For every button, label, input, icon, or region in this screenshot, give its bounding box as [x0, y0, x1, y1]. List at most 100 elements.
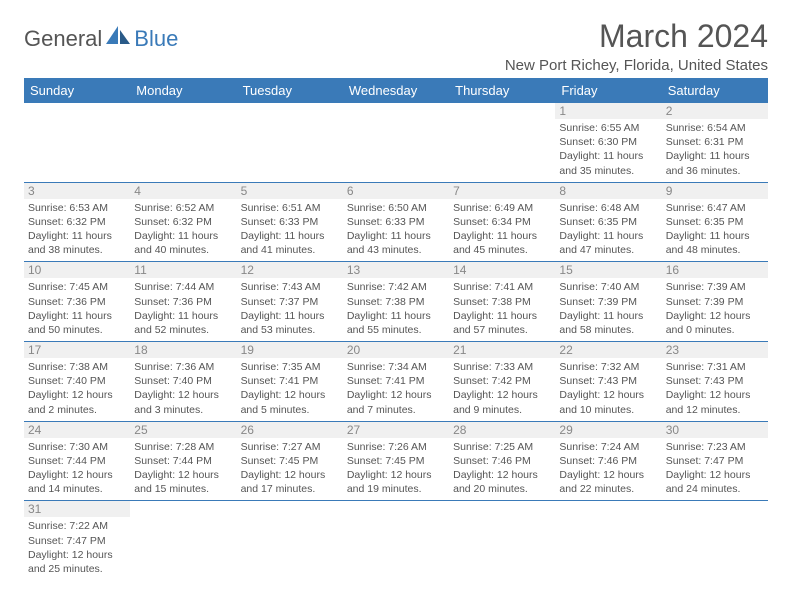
- logo: General Blue: [24, 26, 178, 52]
- calendar-cell: [343, 103, 449, 182]
- day-info: Sunrise: 7:35 AMSunset: 7:41 PMDaylight:…: [241, 360, 339, 417]
- day-info: Sunrise: 7:45 AMSunset: 7:36 PMDaylight:…: [28, 280, 126, 337]
- day-info: Sunrise: 6:51 AMSunset: 6:33 PMDaylight:…: [241, 201, 339, 258]
- calendar-cell: 31 Sunrise: 7:22 AMSunset: 7:47 PMDayligh…: [24, 501, 130, 580]
- day-number: 31: [24, 501, 130, 517]
- calendar-cell: 3Sunrise: 6:53 AMSunset: 6:32 PMDaylight…: [24, 182, 130, 262]
- calendar-cell: 26 Sunrise: 7:27 AMSunset: 7:45 PMDayligh…: [237, 421, 343, 501]
- day-number: 9: [662, 183, 768, 199]
- day-number: 27: [343, 422, 449, 438]
- day-number: 25: [130, 422, 236, 438]
- weekday-header: Monday: [130, 78, 236, 103]
- calendar-cell: [343, 501, 449, 580]
- day-info: Sunrise: 7:33 AMSunset: 7:42 PMDaylight:…: [453, 360, 551, 417]
- title-block: March 2024 New Port Richey, Florida, Uni…: [505, 18, 768, 74]
- location: New Port Richey, Florida, United States: [505, 57, 768, 74]
- day-number: 2: [662, 103, 768, 119]
- day-info: Sunrise: 7:23 AMSunset: 7:47 PMDaylight:…: [666, 440, 764, 497]
- day-info: Sunrise: 7:34 AMSunset: 7:41 PMDaylight:…: [347, 360, 445, 417]
- day-number: 10: [24, 262, 130, 278]
- day-number: 26: [237, 422, 343, 438]
- weekday-header: Wednesday: [343, 78, 449, 103]
- day-number: 12: [237, 262, 343, 278]
- day-number: 11: [130, 262, 236, 278]
- weekday-header: Friday: [555, 78, 661, 103]
- day-info: Sunrise: 7:44 AMSunset: 7:36 PMDaylight:…: [134, 280, 232, 337]
- calendar-cell: 13 Sunrise: 7:42 AMSunset: 7:38 PMDayligh…: [343, 262, 449, 342]
- day-number: 24: [24, 422, 130, 438]
- weekday-header: Sunday: [24, 78, 130, 103]
- day-info: Sunrise: 7:25 AMSunset: 7:46 PMDaylight:…: [453, 440, 551, 497]
- calendar-cell: 29Sunrise: 7:24 AMSunset: 7:46 PMDayligh…: [555, 421, 661, 501]
- day-info: Sunrise: 6:47 AMSunset: 6:35 PMDaylight:…: [666, 201, 764, 258]
- day-number: 3: [24, 183, 130, 199]
- calendar-cell: [449, 103, 555, 182]
- day-info: Sunrise: 7:43 AMSunset: 7:37 PMDaylight:…: [241, 280, 339, 337]
- day-number: 19: [237, 342, 343, 358]
- calendar-cell: 24 Sunrise: 7:30 AMSunset: 7:44 PMDayligh…: [24, 421, 130, 501]
- calendar-cell: 23 Sunrise: 7:31 AMSunset: 7:43 PMDayligh…: [662, 342, 768, 422]
- day-info: Sunrise: 6:50 AMSunset: 6:33 PMDaylight:…: [347, 201, 445, 258]
- calendar-row: 3Sunrise: 6:53 AMSunset: 6:32 PMDaylight…: [24, 182, 768, 262]
- day-number: 16: [662, 262, 768, 278]
- day-info: Sunrise: 6:48 AMSunset: 6:35 PMDaylight:…: [559, 201, 657, 258]
- logo-sail-icon: [104, 24, 132, 46]
- calendar-cell: 16 Sunrise: 7:39 AMSunset: 7:39 PMDayligh…: [662, 262, 768, 342]
- weekday-header: Thursday: [449, 78, 555, 103]
- day-number: 17: [24, 342, 130, 358]
- calendar-cell: 20Sunrise: 7:34 AMSunset: 7:41 PMDayligh…: [343, 342, 449, 422]
- calendar-cell: [130, 501, 236, 580]
- calendar-cell: [237, 103, 343, 182]
- day-info: Sunrise: 7:41 AMSunset: 7:38 PMDaylight:…: [453, 280, 551, 337]
- weekday-header-row: Sunday Monday Tuesday Wednesday Thursday…: [24, 78, 768, 103]
- day-info: Sunrise: 7:22 AMSunset: 7:47 PMDaylight:…: [28, 519, 126, 576]
- header: General Blue March 2024 New Port Richey,…: [24, 18, 768, 74]
- calendar-cell: 25 Sunrise: 7:28 AMSunset: 7:44 PMDayligh…: [130, 421, 236, 501]
- weekday-header: Tuesday: [237, 78, 343, 103]
- day-number: 18: [130, 342, 236, 358]
- calendar-cell: [449, 501, 555, 580]
- day-info: Sunrise: 7:31 AMSunset: 7:43 PMDaylight:…: [666, 360, 764, 417]
- calendar-cell: 28 Sunrise: 7:25 AMSunset: 7:46 PMDayligh…: [449, 421, 555, 501]
- weekday-header: Saturday: [662, 78, 768, 103]
- day-number: 30: [662, 422, 768, 438]
- calendar-cell: 14Sunrise: 7:41 AMSunset: 7:38 PMDayligh…: [449, 262, 555, 342]
- day-info: Sunrise: 6:54 AMSunset: 6:31 PMDaylight:…: [666, 121, 764, 178]
- day-number: 21: [449, 342, 555, 358]
- day-info: Sunrise: 7:30 AMSunset: 7:44 PMDaylight:…: [28, 440, 126, 497]
- day-number: 5: [237, 183, 343, 199]
- day-number: 22: [555, 342, 661, 358]
- calendar-cell: [662, 501, 768, 580]
- day-info: Sunrise: 7:27 AMSunset: 7:45 PMDaylight:…: [241, 440, 339, 497]
- calendar-cell: [555, 501, 661, 580]
- day-number: 28: [449, 422, 555, 438]
- calendar-cell: 5 Sunrise: 6:51 AMSunset: 6:33 PMDaylight…: [237, 182, 343, 262]
- day-info: Sunrise: 7:36 AMSunset: 7:40 PMDaylight:…: [134, 360, 232, 417]
- day-info: Sunrise: 7:28 AMSunset: 7:44 PMDaylight:…: [134, 440, 232, 497]
- day-info: Sunrise: 6:49 AMSunset: 6:34 PMDaylight:…: [453, 201, 551, 258]
- day-info: Sunrise: 7:42 AMSunset: 7:38 PMDaylight:…: [347, 280, 445, 337]
- day-number: 1: [555, 103, 661, 119]
- day-number: 13: [343, 262, 449, 278]
- calendar-cell: 19 Sunrise: 7:35 AMSunset: 7:41 PMDayligh…: [237, 342, 343, 422]
- day-number: 4: [130, 183, 236, 199]
- logo-text-2: Blue: [134, 26, 178, 52]
- day-info: Sunrise: 7:39 AMSunset: 7:39 PMDaylight:…: [666, 280, 764, 337]
- calendar-row: 17 Sunrise: 7:38 AMSunset: 7:40 PMDayligh…: [24, 342, 768, 422]
- calendar-table: Sunday Monday Tuesday Wednesday Thursday…: [24, 78, 768, 580]
- calendar-cell: 4Sunrise: 6:52 AMSunset: 6:32 PMDaylight…: [130, 182, 236, 262]
- calendar-row: 24 Sunrise: 7:30 AMSunset: 7:44 PMDayligh…: [24, 421, 768, 501]
- calendar-cell: 15Sunrise: 7:40 AMSunset: 7:39 PMDayligh…: [555, 262, 661, 342]
- day-number: 7: [449, 183, 555, 199]
- calendar-cell: 17 Sunrise: 7:38 AMSunset: 7:40 PMDayligh…: [24, 342, 130, 422]
- calendar-cell: 8Sunrise: 6:48 AMSunset: 6:35 PMDaylight…: [555, 182, 661, 262]
- calendar-cell: 1Sunrise: 6:55 AMSunset: 6:30 PMDaylight…: [555, 103, 661, 182]
- calendar-cell: 18 Sunrise: 7:36 AMSunset: 7:40 PMDayligh…: [130, 342, 236, 422]
- calendar-cell: 9 Sunrise: 6:47 AMSunset: 6:35 PMDaylight…: [662, 182, 768, 262]
- calendar-cell: 12 Sunrise: 7:43 AMSunset: 7:37 PMDayligh…: [237, 262, 343, 342]
- calendar-cell: [24, 103, 130, 182]
- calendar-cell: 21 Sunrise: 7:33 AMSunset: 7:42 PMDayligh…: [449, 342, 555, 422]
- day-info: Sunrise: 7:38 AMSunset: 7:40 PMDaylight:…: [28, 360, 126, 417]
- calendar-cell: 7 Sunrise: 6:49 AMSunset: 6:34 PMDaylight…: [449, 182, 555, 262]
- day-number: 23: [662, 342, 768, 358]
